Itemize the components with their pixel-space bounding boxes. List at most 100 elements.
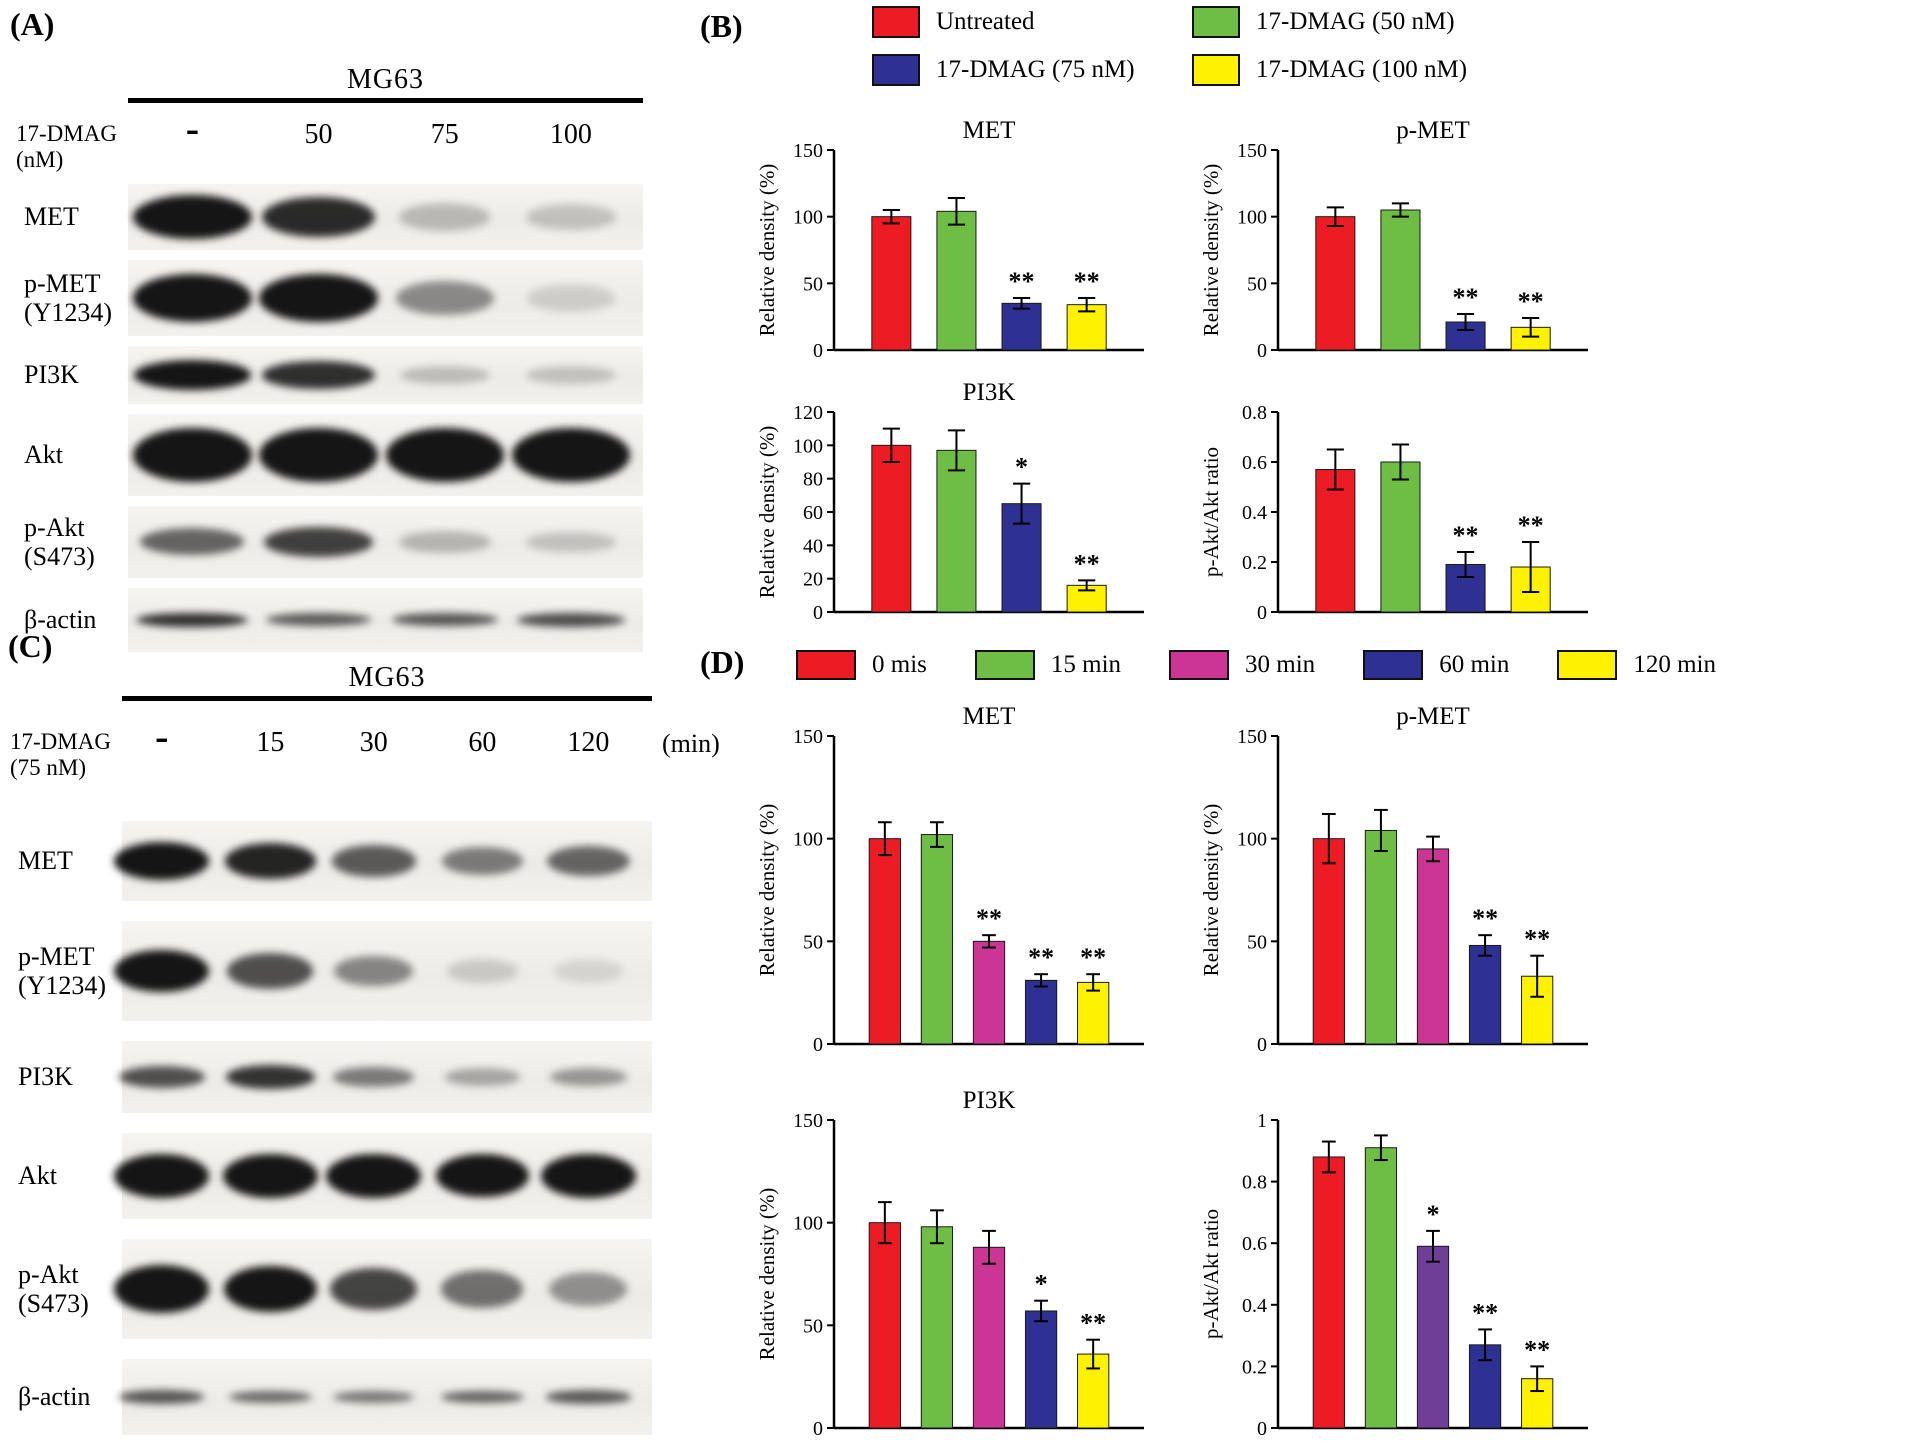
blot-band xyxy=(133,360,251,390)
y-tick-label: 50 xyxy=(803,273,823,295)
chart-title: p-MET xyxy=(1396,117,1470,144)
bar-17-dmag-50-nm- xyxy=(936,210,977,351)
treatment-label: 17-DMAG (nM) xyxy=(16,121,117,173)
panel-a: (A) MG63 17-DMAG (nM) - 50 75 100 MET p-MET (Y1… xyxy=(10,6,695,652)
blot-band xyxy=(326,1154,422,1198)
lane-label: - xyxy=(185,106,200,151)
bar-chart-p-akt-akt-ratio: 0 0.2 0.4 0.6 0.8 p-Akt/Akt ratio ** ** xyxy=(1199,402,1588,624)
blot-strip xyxy=(118,1041,652,1113)
significance-mark: ** xyxy=(1472,904,1498,933)
legend-item: 17-DMAG (50 nM) xyxy=(1192,6,1552,38)
chart-pi3k: 0 20 40 60 80 100 120 Relative density (%) PI3K *… xyxy=(754,376,1154,628)
legend-item: 120 min xyxy=(1557,650,1716,680)
bar-60-min xyxy=(1468,944,1502,1045)
y-tick-label: 0 xyxy=(1257,602,1267,624)
blot-band xyxy=(224,843,316,879)
y-tick-label: 0 xyxy=(1257,340,1267,362)
lane-label: 120 xyxy=(567,727,610,758)
y-tick-label: 50 xyxy=(803,1315,823,1337)
blot-row-label: MET xyxy=(18,846,73,876)
blot-strip xyxy=(128,183,643,250)
y-tick-label: 0 xyxy=(813,340,823,362)
legend-label: 0 mis xyxy=(872,651,927,678)
bar-chart-p-akt-akt-ratio: 00.20.40.60.81p-Akt/Akt ratio ***** xyxy=(1199,1110,1588,1440)
y-tick-label: 0.6 xyxy=(1242,1233,1267,1255)
y-tick-label: 0.8 xyxy=(1242,402,1267,424)
blot-band xyxy=(330,1268,418,1310)
significance-mark: ** xyxy=(1074,549,1100,578)
blot-band xyxy=(526,531,616,553)
blot-band xyxy=(440,1390,524,1404)
lane-label: 75 xyxy=(430,119,459,150)
significance-mark: ** xyxy=(1518,511,1544,540)
blot-band xyxy=(546,845,630,877)
bar-untreated xyxy=(1315,469,1356,613)
blot-band xyxy=(546,1390,631,1404)
chart-pi3k: 0 50 100 150 Relative density (%) PI3K * ** xyxy=(754,1084,1154,1444)
blot-band xyxy=(526,365,616,384)
blot-header-spacer xyxy=(16,64,128,103)
y-tick-label: 0.4 xyxy=(1242,502,1267,524)
y-tick-label: 80 xyxy=(803,469,823,491)
bar-60-min xyxy=(1024,1310,1058,1429)
y-tick-label: 0.6 xyxy=(1242,452,1267,474)
blot-band xyxy=(395,280,494,316)
significance-mark: ** xyxy=(1009,267,1035,296)
chart-p-met: 0 50 100 150 Relative density (%) p-MET ** ** xyxy=(1198,114,1598,366)
blot-strip xyxy=(128,587,643,652)
blot-row-label: p-MET (Y1234) xyxy=(18,941,107,1000)
bar-0-mis xyxy=(868,838,901,1045)
y-axis-label: p-Akt/Akt ratio xyxy=(1199,1209,1223,1339)
chart-p-akt-akt-ratio: 0 0.2 0.4 0.6 0.8 p-Akt/Akt ratio ** ** xyxy=(1198,376,1598,628)
lane-label: 30 xyxy=(359,727,388,758)
bar-chart-met: 0 50 100 150 Relative density (%) MET ** ** ** xyxy=(755,703,1144,1056)
bar-15-min xyxy=(1364,829,1398,1045)
y-axis-label: Relative density (%) xyxy=(755,804,779,977)
significance-mark: ** xyxy=(1524,1335,1550,1364)
blot-row-label: PI3K xyxy=(24,360,79,390)
blot-row-label: β-actin xyxy=(24,605,97,635)
blot-band xyxy=(114,1265,210,1313)
legend-swatch xyxy=(1192,54,1240,86)
blot-band xyxy=(114,1154,210,1198)
blot-band xyxy=(399,203,491,231)
bar-untreated xyxy=(871,216,912,351)
chart-title: PI3K xyxy=(963,1087,1016,1114)
blot-band xyxy=(511,427,631,482)
blot-band xyxy=(334,955,414,987)
y-tick-label: 150 xyxy=(793,726,823,748)
blot-strip xyxy=(128,259,643,336)
blot-band xyxy=(259,427,378,482)
legend-b: Untreated 17-DMAG (50 nM) 17-DMAG (75 nM) 1… xyxy=(872,4,1915,86)
blot-band xyxy=(263,527,374,557)
blot-band xyxy=(114,950,210,992)
blot-band xyxy=(526,203,616,231)
legend-label: 17-DMAG (75 nM) xyxy=(936,56,1135,83)
bar-15-min xyxy=(1364,1147,1398,1429)
significance-mark: ** xyxy=(1453,283,1479,312)
blot-row-label: p-MET (Y1234) xyxy=(24,268,113,327)
significance-mark: ** xyxy=(1524,925,1550,954)
legend-label: 15 min xyxy=(1050,651,1122,678)
blot-strip xyxy=(119,1359,652,1435)
cell-line-label: MG63 xyxy=(348,662,426,693)
bar-17-dmag-50-nm- xyxy=(1380,461,1421,613)
bar-17-dmag-75-nm- xyxy=(1001,302,1042,351)
significance-mark: * xyxy=(1015,453,1028,482)
lane-labels: - 50 75 100 xyxy=(128,106,643,161)
cell-line-label: MG63 xyxy=(346,64,425,95)
blot-band xyxy=(114,842,210,880)
y-tick-label: 0 xyxy=(1257,1418,1267,1440)
legend-swatch xyxy=(872,6,920,38)
bar-untreated xyxy=(871,444,912,613)
legend-d: 0 mis 15 min 30 min 60 min 120 min xyxy=(796,640,1915,680)
bar-60-min xyxy=(1024,979,1058,1045)
bar-30-min xyxy=(972,940,1006,1045)
bar-120-min xyxy=(1077,981,1110,1045)
significance-mark: ** xyxy=(976,904,1002,933)
y-tick-label: 150 xyxy=(1237,140,1267,162)
blot-row-label: MET xyxy=(24,202,79,232)
blot-grid: MG63 17-DMAG (75 nM) - 15 30 60 120 (min) MET p-M… xyxy=(10,662,720,1435)
y-tick-label: 0.4 xyxy=(1242,1295,1267,1317)
